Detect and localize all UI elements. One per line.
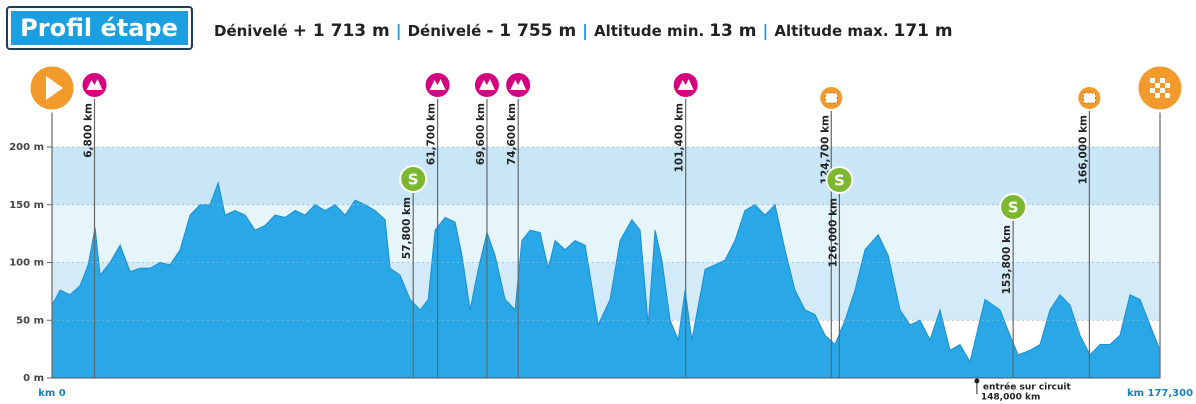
title-badge — [11, 11, 188, 45]
marker-label: 57,800 km — [401, 197, 413, 259]
finish-glyph — [1165, 83, 1170, 88]
finish-glyph — [1155, 83, 1160, 88]
marker-label: 124,700 km — [819, 115, 831, 184]
marker-label: 6,800 km — [82, 103, 94, 158]
climb-glyph — [429, 79, 446, 90]
finish-glyph — [1155, 93, 1160, 98]
marker-label: 69,600 km — [475, 103, 487, 165]
sprint-icon — [999, 193, 1028, 221]
y-tick-label: 50 m — [16, 315, 44, 326]
bonus-glyph — [824, 92, 838, 104]
sprint-icon — [399, 165, 428, 193]
stat-value: 171 m — [894, 21, 953, 41]
finish-glyph — [1150, 88, 1155, 93]
bonus-glyph — [1082, 92, 1096, 104]
climb-glyph — [510, 79, 527, 90]
finish-glyph — [1165, 93, 1170, 98]
marker-label: 166,000 km — [1077, 115, 1089, 184]
sprint-glyph: S — [1008, 199, 1019, 217]
finish-glyph — [1150, 78, 1155, 83]
y-tick-label: 150 m — [9, 200, 44, 211]
finish-glyph — [1160, 78, 1165, 83]
y-tick-label: 0 m — [23, 373, 44, 384]
title: Profil étape — [20, 14, 178, 42]
climb-glyph — [86, 79, 103, 90]
y-tick-label: 100 m — [9, 258, 44, 269]
start-glyph — [46, 76, 63, 100]
x-tick-label: km 0 — [38, 388, 66, 399]
finish-glyph — [1160, 88, 1165, 93]
stat-value: 13 m — [709, 21, 756, 41]
band — [52, 147, 1160, 205]
marker-label: 74,600 km — [506, 103, 518, 165]
climb-glyph — [677, 79, 694, 90]
y-tick-label: 200 m — [9, 142, 44, 153]
annotation-label: 148,000 km — [981, 393, 1041, 403]
x-tick-label: km 177,300 — [1127, 388, 1193, 399]
marker-label: 61,700 km — [426, 103, 438, 165]
climb-glyph — [478, 79, 495, 90]
stats: Dénivelé + 1 713 m | Dénivelé - 1 755 m | Alti… — [214, 21, 953, 42]
sprint-icon — [825, 166, 854, 194]
stat-label: Altitude min. — [594, 22, 704, 40]
elevation-area — [51, 181, 1161, 379]
separator: | — [582, 21, 588, 41]
stat-label: Dénivelé — [408, 22, 482, 40]
marker-label: 126,000 km — [827, 198, 839, 267]
marker-label: 153,800 km — [1001, 225, 1013, 294]
separator: | — [396, 21, 402, 41]
marker-label: 101,400 km — [674, 103, 686, 172]
stat-label: Altitude max. — [774, 22, 888, 40]
separator: | — [763, 21, 769, 41]
stat-value: + 1 713 m — [293, 21, 390, 41]
sprint-glyph: S — [834, 172, 845, 190]
annotation-text: entrée sur circuit — [983, 382, 1072, 393]
stat-value: - 1 755 m — [486, 21, 576, 41]
sprint-glyph: S — [408, 171, 419, 189]
stat-label: Dénivelé — [214, 22, 288, 40]
